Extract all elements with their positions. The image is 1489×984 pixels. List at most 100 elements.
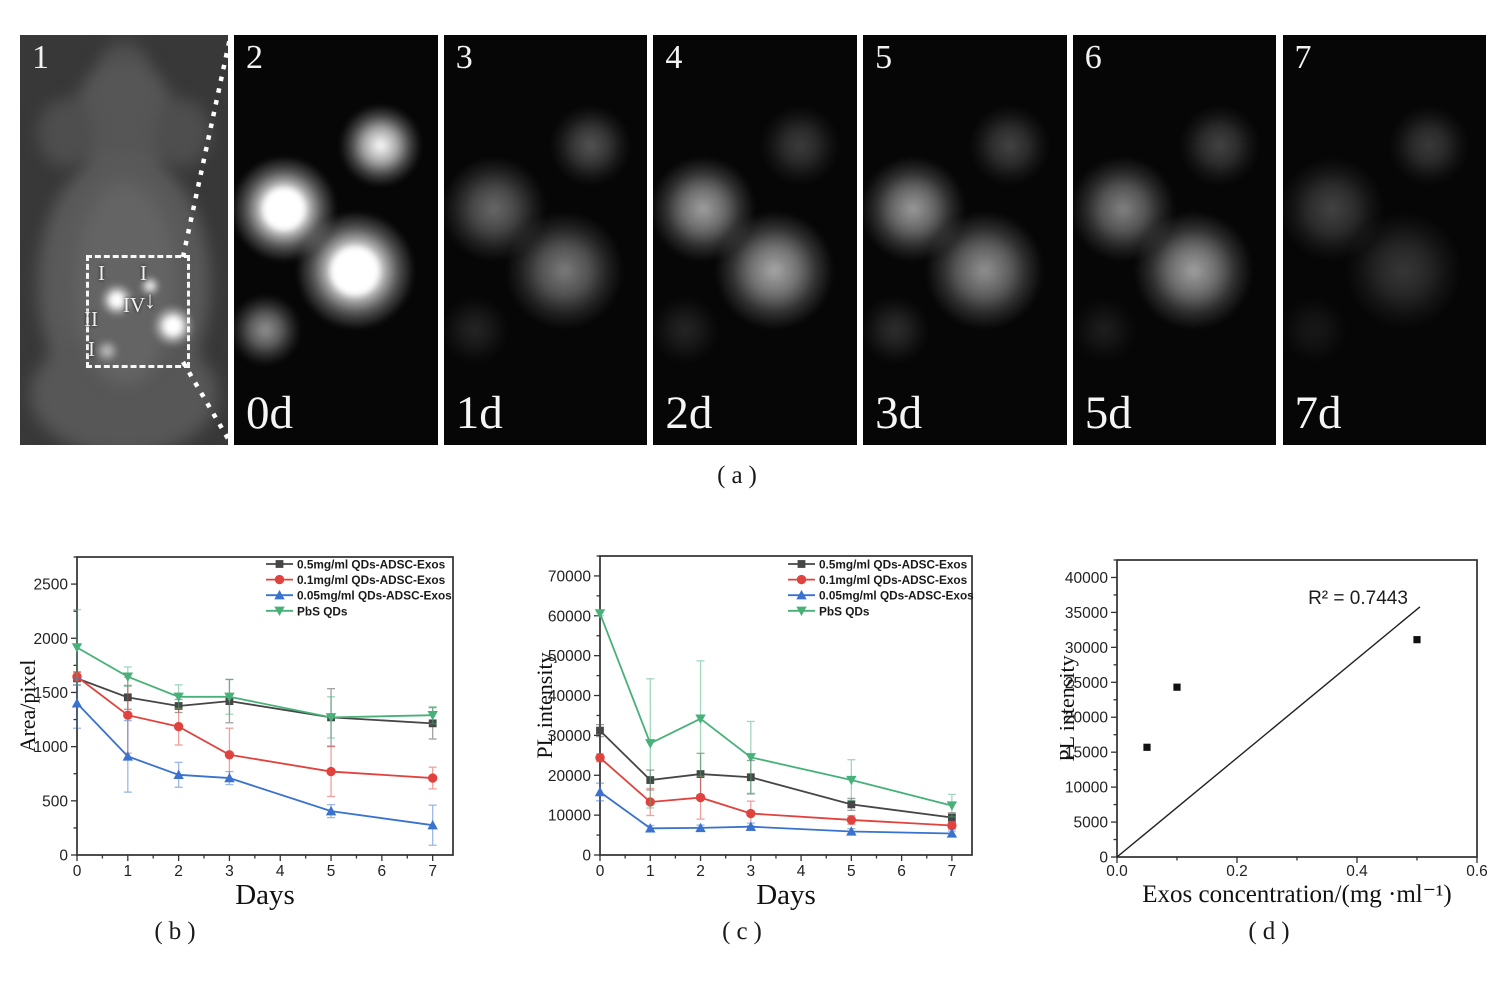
svg-text:PbS QDs: PbS QDs bbox=[819, 604, 870, 618]
roi-site-label: I bbox=[98, 261, 105, 285]
svg-text:PL intensity: PL intensity bbox=[1060, 655, 1079, 761]
fluorescence-spot bbox=[340, 105, 421, 186]
fluorescence-spot-core bbox=[109, 292, 125, 308]
svg-text:70000: 70000 bbox=[548, 568, 591, 585]
svg-text:2: 2 bbox=[696, 863, 705, 880]
series-0-05mg-ml-qds-adsc-exos bbox=[71, 677, 438, 846]
svg-text:6: 6 bbox=[378, 863, 387, 880]
chart-svg-c: 0 1 2 3 4 5 6 7 0 10000 20000 30000 40000 50000 60000 7… bbox=[532, 555, 974, 911]
fluorescence-spot bbox=[925, 212, 1043, 330]
chart-svg-d: 0.0 0.2 0.4 0.6 0 5000 10000 15000 20000 25000 300… bbox=[1054, 559, 1488, 908]
svg-text:1: 1 bbox=[646, 863, 655, 880]
day-label: 0d bbox=[246, 387, 293, 439]
fluorescence-spot bbox=[1282, 157, 1385, 262]
image-number-label: 3 bbox=[455, 39, 473, 76]
svg-text:60000: 60000 bbox=[548, 608, 591, 625]
svg-text:1500: 1500 bbox=[34, 685, 69, 702]
svg-text:0.5mg/ml QDs-ADSC-Exos: 0.5mg/ml QDs-ADSC-Exos bbox=[297, 558, 446, 572]
image-number-label: 4 bbox=[665, 39, 683, 76]
svg-text:R² = 0.7443: R² = 0.7443 bbox=[1308, 588, 1408, 609]
svg-text:0.1mg/ml QDs-ADSC-Exos: 0.1mg/ml QDs-ADSC-Exos bbox=[297, 573, 446, 587]
image-number-label: 7 bbox=[1294, 39, 1312, 76]
scatter-point bbox=[1173, 683, 1181, 691]
svg-text:7: 7 bbox=[948, 863, 957, 880]
svg-text:0: 0 bbox=[59, 848, 68, 865]
svg-text:5: 5 bbox=[327, 863, 336, 880]
svg-text:2500: 2500 bbox=[34, 577, 69, 594]
svg-text:Exos concentration/(mg ·ml⁻¹): Exos concentration/(mg ·ml⁻¹) bbox=[1142, 881, 1452, 908]
svg-text:0: 0 bbox=[73, 863, 82, 880]
svg-text:4: 4 bbox=[797, 863, 806, 880]
svg-text:40000: 40000 bbox=[548, 688, 591, 705]
fluorescence-spot bbox=[863, 295, 930, 366]
fit-line bbox=[1116, 606, 1421, 858]
svg-text:3: 3 bbox=[746, 863, 755, 880]
caption-d: (d) bbox=[1248, 918, 1296, 945]
roi-site-label: I bbox=[88, 337, 95, 361]
fluorescence-spot bbox=[95, 339, 119, 363]
axes bbox=[71, 556, 434, 861]
svg-text:6: 6 bbox=[897, 863, 906, 880]
roi-site-label: IV bbox=[123, 293, 146, 317]
svg-text:1: 1 bbox=[123, 863, 132, 880]
down-arrow-icon: ↓ bbox=[144, 288, 156, 314]
svg-text:20000: 20000 bbox=[1065, 710, 1108, 727]
chart-area-vs-days: 0 1 2 3 4 5 6 7 0 500 1000 1500 2000 2500 0.5mg/ml QDs… bbox=[15, 548, 495, 931]
fluorescence-spot bbox=[443, 295, 511, 366]
image-number-label: 1 bbox=[32, 39, 49, 76]
fluorescence-spot-core bbox=[330, 246, 380, 296]
fluorescence-spot bbox=[1072, 295, 1140, 366]
fluorescence-spot bbox=[506, 212, 624, 330]
day-label: 5d bbox=[1084, 387, 1132, 439]
svg-text:40000: 40000 bbox=[1065, 570, 1108, 587]
fluorescence-image-day-1d: 3 1d bbox=[443, 35, 648, 445]
fluorescence-spot bbox=[969, 105, 1050, 186]
fluorescence-spot bbox=[1179, 105, 1260, 186]
svg-text:3: 3 bbox=[225, 863, 234, 880]
svg-text:30000: 30000 bbox=[548, 728, 591, 745]
svg-text:0.4: 0.4 bbox=[1346, 863, 1368, 880]
fluorescence-spot bbox=[1388, 105, 1470, 186]
svg-text:10000: 10000 bbox=[548, 808, 591, 825]
day-label: 7d bbox=[1294, 387, 1342, 439]
fluorescence-image-day-7d: 7 7d bbox=[1282, 35, 1486, 445]
series-pbs-qds bbox=[594, 609, 958, 818]
scatter-point bbox=[1413, 636, 1421, 644]
scatter-point bbox=[1143, 743, 1151, 751]
roi-dashed-box bbox=[86, 255, 190, 368]
fluorescence-spot-core bbox=[164, 317, 182, 335]
svg-text:10000: 10000 bbox=[1065, 780, 1108, 797]
svg-text:PL intensity: PL intensity bbox=[532, 652, 557, 758]
mouse-body-shape bbox=[38, 99, 94, 167]
svg-text:500: 500 bbox=[42, 793, 68, 810]
fluorescence-image-day-0d: 2 0d bbox=[234, 35, 438, 445]
svg-text:Days: Days bbox=[756, 879, 816, 911]
svg-text:2000: 2000 bbox=[34, 631, 69, 648]
fluorescence-spot bbox=[1135, 212, 1253, 330]
series-0-05mg-ml-qds-adsc-exos bbox=[594, 782, 958, 838]
svg-text:0.1mg/ml QDs-ADSC-Exos: 0.1mg/ml QDs-ADSC-Exos bbox=[819, 573, 968, 587]
caption-b: (b) bbox=[154, 918, 202, 945]
svg-text:0.05mg/ml QDs-ADSC-Exos: 0.05mg/ml QDs-ADSC-Exos bbox=[297, 589, 452, 603]
fluorescence-spot bbox=[1345, 212, 1463, 330]
fluorescence-spot bbox=[715, 212, 833, 330]
image-number-label: 6 bbox=[1084, 39, 1102, 76]
svg-text:7: 7 bbox=[428, 863, 437, 880]
caption-c: (c) bbox=[722, 918, 768, 945]
svg-text:Area/pixel: Area/pixel bbox=[20, 660, 40, 753]
fluorescence-image-day-2d: 4 2d bbox=[653, 35, 857, 445]
fluorescence-spot bbox=[139, 275, 161, 297]
svg-text:0.5mg/ml QDs-ADSC-Exos: 0.5mg/ml QDs-ADSC-Exos bbox=[819, 558, 968, 572]
fluorescence-spot bbox=[152, 305, 194, 347]
svg-text:PbS QDs: PbS QDs bbox=[297, 604, 348, 618]
chart-svg-b: 0 1 2 3 4 5 6 7 0 500 1000 1500 2000 2500 0.5mg/ml QDs… bbox=[15, 556, 454, 911]
day-label: 2d bbox=[665, 387, 713, 439]
svg-text:20000: 20000 bbox=[548, 768, 591, 785]
mouse-body-shape bbox=[154, 99, 210, 167]
series-0-1mg-ml-qds-adsc-exos bbox=[595, 753, 957, 831]
fluorescence-image-day-5d: 6 5d bbox=[1072, 35, 1277, 445]
fluorescence-spot bbox=[653, 295, 721, 366]
fluorescence-spot bbox=[1282, 295, 1350, 366]
